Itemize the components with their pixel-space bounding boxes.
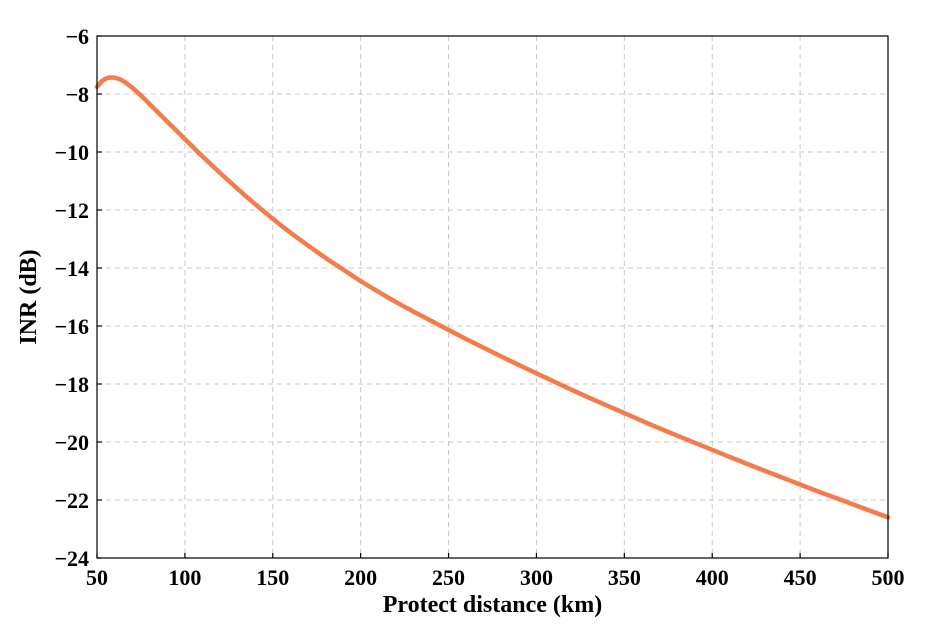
y-tick-label: −18 [54,372,89,397]
series-line [94,75,891,520]
x-tick-label: 100 [168,565,201,590]
x-tick-label: 500 [872,565,905,590]
series-layer [94,75,891,520]
y-axis-title: INR (dB) [16,249,42,344]
x-tick-label: 350 [608,565,641,590]
x-tick-label: 450 [784,565,817,590]
x-tick-label: 50 [86,565,108,590]
tick-marks [96,35,889,559]
grid [96,35,889,559]
x-tick-label: 200 [344,565,377,590]
x-axis-title: Protect distance (km) [383,592,603,618]
x-tick-label: 300 [520,565,553,590]
x-tick-label: 400 [696,565,729,590]
x-tick-label: 250 [432,565,465,590]
x-tick-label: 150 [256,565,289,590]
y-tick-label: −12 [54,198,89,223]
y-tick-label: −16 [54,314,89,339]
y-tick-label: −24 [54,546,89,571]
y-tick-label: −20 [54,430,89,455]
y-tick-label: −22 [54,488,89,513]
y-tick-labels: −24 −22 −20 −18 −16 −14 −12 −10 −8 −6 [54,24,89,571]
plot-frame [96,35,889,559]
y-tick-label: −6 [65,24,89,49]
y-tick-label: −14 [54,256,89,281]
x-tick-labels: 50 100 150 200 250 300 350 400 450 500 [86,565,905,590]
y-tick-label: −8 [65,82,89,107]
y-tick-label: −10 [54,140,89,165]
